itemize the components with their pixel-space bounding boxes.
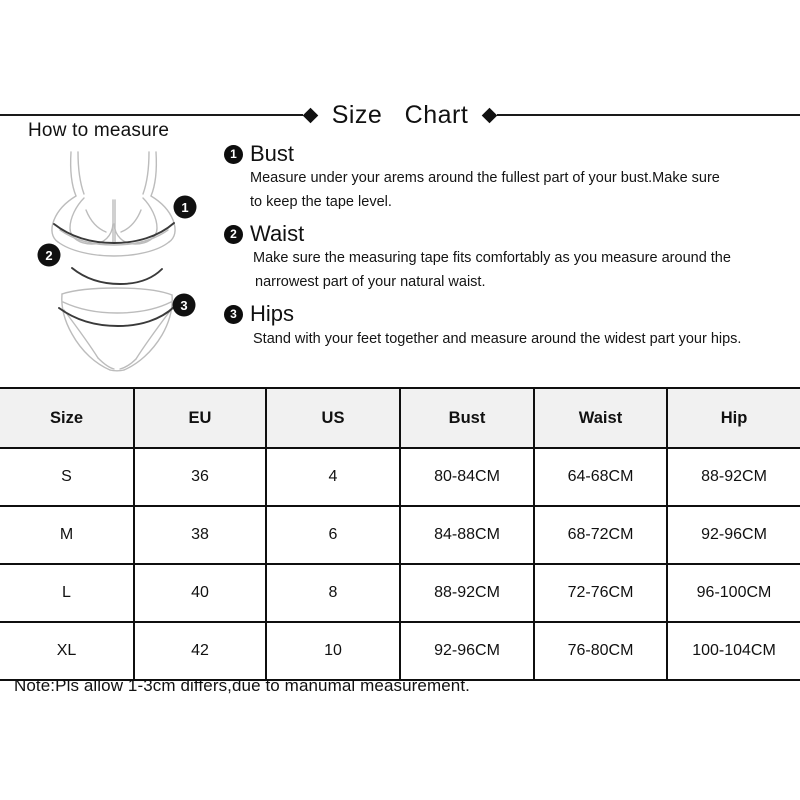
column-header-hip: Hip: [666, 387, 800, 449]
diagram-marker-2: 2: [37, 243, 61, 267]
cell-eu: 38: [133, 505, 267, 565]
cell-bust: 92-96CM: [399, 621, 535, 681]
column-header-eu: EU: [133, 387, 267, 449]
cell-size: L: [0, 563, 135, 623]
cell-size: XL: [0, 621, 135, 681]
hip-tape-line: [58, 306, 175, 327]
title-rule-left: [0, 114, 303, 116]
measurement-diagram: 1 2 3: [14, 150, 229, 375]
cell-waist: 68-72CM: [533, 505, 668, 565]
column-header-us: US: [265, 387, 401, 449]
cell-waist: 76-80CM: [533, 621, 668, 681]
table-row: XL 42 10 92-96CM 76-80CM 100-104CM: [0, 621, 800, 681]
diamond-icon-right: [482, 107, 498, 123]
instruction-heading: 3 Hips: [224, 302, 792, 326]
cell-bust: 80-84CM: [399, 447, 535, 507]
waist-tape-line: [71, 267, 163, 285]
cell-hip: 92-96CM: [666, 505, 800, 565]
number-badge-3: 3: [224, 304, 243, 324]
instruction-waist: 2 Waist Make sure the measuring tape fit…: [224, 221, 792, 294]
how-to-measure-label: How to measure: [28, 120, 170, 141]
instruction-bust: 1 Bust Measure under your arems around t…: [224, 141, 792, 214]
title-rule-right: [497, 114, 800, 116]
instruction-title: Hips: [250, 301, 295, 327]
cell-size: M: [0, 505, 135, 565]
table-row: M 38 6 84-88CM 68-72CM 92-96CM: [0, 505, 800, 565]
cell-waist: 64-68CM: [533, 447, 668, 507]
table-row: L 40 8 88-92CM 72-76CM 96-100CM: [0, 563, 800, 623]
instruction-text-line: to keep the tape level.: [250, 193, 392, 210]
table-header-row: Size EU US Bust Waist Hip: [0, 387, 800, 449]
instruction-heading: 2 Waist: [224, 221, 792, 247]
instruction-text-line: Make sure the measuring tape fits comfor…: [253, 250, 731, 267]
diagram-marker-1: 1: [173, 195, 197, 219]
cell-size: S: [0, 447, 135, 507]
instruction-heading: 1 Bust: [224, 141, 792, 166]
instruction-title: Waist: [250, 221, 305, 247]
cell-us: 10: [265, 621, 401, 681]
page-title: Size Chart: [331, 100, 469, 129]
cell-us: 4: [265, 447, 401, 507]
table-row: S 36 4 80-84CM 64-68CM 88-92CM: [0, 447, 800, 507]
cell-eu: 42: [133, 621, 267, 681]
number-badge-2: 2: [224, 224, 243, 244]
cell-us: 6: [265, 505, 401, 565]
measurement-note: Note:Pls allow 1-3cm differs,due to manu…: [14, 676, 470, 695]
svg-text:1: 1: [181, 200, 188, 215]
diagram-marker-3: 3: [172, 293, 196, 317]
cell-hip: 88-92CM: [666, 447, 800, 507]
size-table: Size EU US Bust Waist Hip S 36 4 80-84CM…: [0, 387, 800, 681]
cell-hip: 100-104CM: [666, 621, 800, 681]
cell-eu: 36: [133, 447, 267, 507]
column-header-size: Size: [0, 387, 135, 449]
instruction-hips: 3 Hips Stand with your feet together and…: [224, 302, 792, 351]
svg-text:2: 2: [45, 248, 52, 263]
svg-text:3: 3: [180, 298, 187, 313]
cell-us: 8: [265, 563, 401, 623]
page-title-band: Size Chart: [0, 98, 800, 132]
column-header-bust: Bust: [399, 387, 535, 449]
bust-tape-line: [53, 222, 175, 244]
cell-bust: 84-88CM: [399, 505, 535, 565]
number-badge-1: 1: [224, 144, 243, 164]
instruction-text-line: narrowest part of your natural waist.: [255, 273, 486, 290]
instructions-list: 1 Bust Measure under your arems around t…: [224, 141, 792, 359]
cell-bust: 88-92CM: [399, 563, 535, 623]
instruction-text-line: Measure under your arems around the full…: [250, 170, 720, 187]
instruction-title: Bust: [250, 141, 295, 166]
cell-waist: 72-76CM: [533, 563, 668, 623]
instruction-text-line: Stand with your feet together and measur…: [253, 330, 742, 347]
cell-eu: 40: [133, 563, 267, 623]
column-header-waist: Waist: [533, 387, 668, 449]
diamond-icon-left: [302, 107, 318, 123]
cell-hip: 96-100CM: [666, 563, 800, 623]
